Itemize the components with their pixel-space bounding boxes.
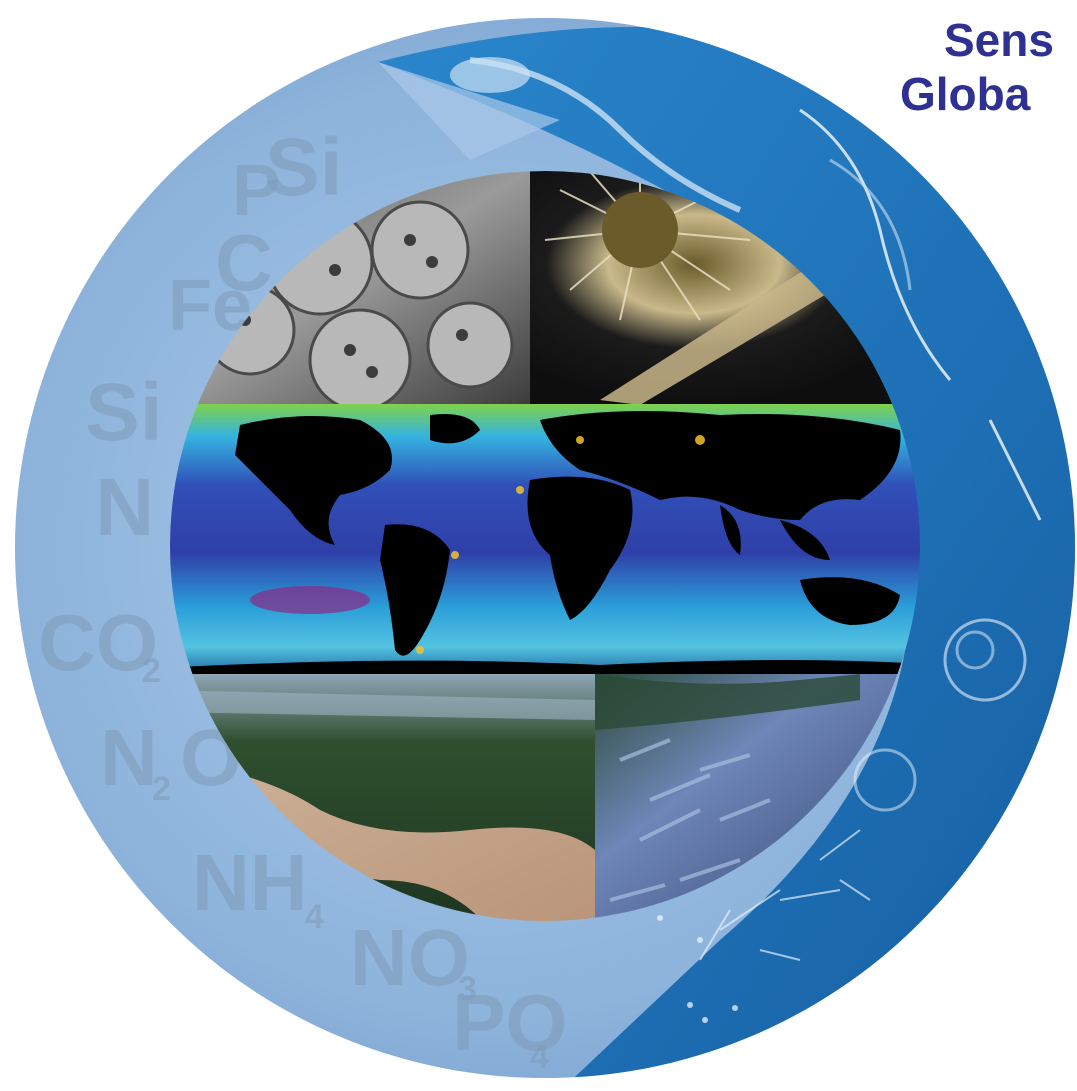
arrow-notch <box>378 62 560 160</box>
chem-label-n: N <box>95 462 154 553</box>
chem-label-nh4: NH <box>192 838 308 927</box>
chem-label-nh4-subscript: 4 <box>305 898 324 936</box>
chem-label-co2-subscript: 2 <box>142 652 161 690</box>
chem-label-n2o-subscript: 2 <box>152 770 171 808</box>
chem-label-no3: NO <box>350 913 470 1002</box>
chem-label-c: C <box>215 218 273 307</box>
title-line-1: Sens <box>944 14 1054 66</box>
chem-label-no3-subscript: 3 <box>458 970 477 1008</box>
chem-label-po4-subscript: 4 <box>530 1038 549 1076</box>
chem-label-co2: CO <box>38 598 158 687</box>
outer-ring-dark <box>378 26 1075 1078</box>
plankton-silhouettes <box>450 57 1042 1023</box>
title-line-2: Globa <box>900 68 1031 120</box>
chem-label-si-top: Si <box>265 122 342 213</box>
chem-label-p: P <box>232 151 280 231</box>
chem-label-si-left: Si <box>85 367 162 458</box>
world-ocean-chlorophyll-map <box>170 404 920 680</box>
chem-label-po4: PO <box>452 978 568 1067</box>
